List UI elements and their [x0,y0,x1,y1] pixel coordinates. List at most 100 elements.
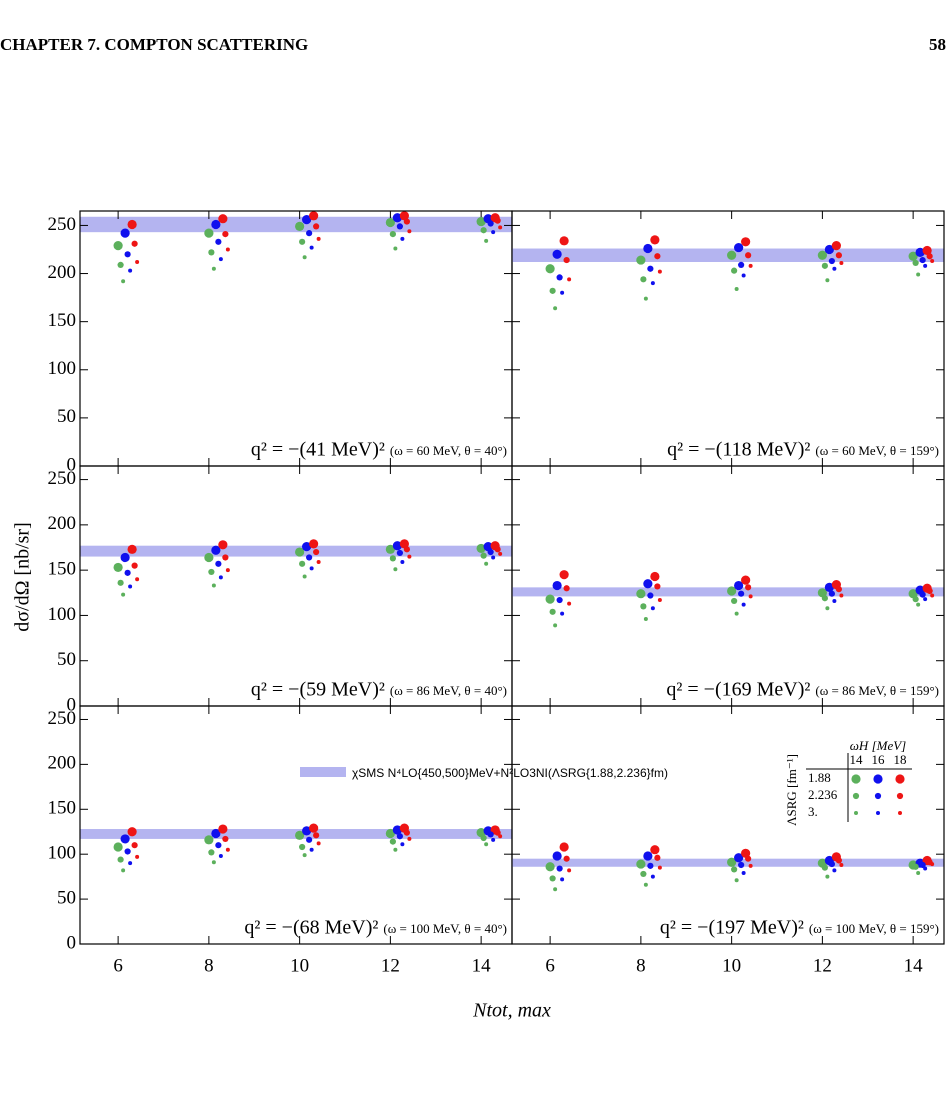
data-point [121,868,126,873]
data-point [480,552,487,559]
data-point [560,877,565,882]
data-point [484,842,489,847]
data-point [484,238,489,243]
data-point [309,823,319,833]
data-point [734,853,744,863]
y-tick-label: 250 [48,708,77,729]
data-point [302,255,307,260]
data-point [480,227,487,234]
y-tick-label: 0 [67,694,77,715]
data-point [552,249,562,259]
data-point [734,286,739,291]
data-point [563,585,570,592]
data-point [734,242,744,253]
data-point [498,225,503,230]
data-point [553,623,558,628]
data-point [302,215,312,225]
annotation: q² = −(169 MeV)² [666,679,810,701]
legend-marker [851,774,861,784]
legend-marker [895,774,905,784]
data-point [302,826,312,836]
data-point [549,608,556,615]
data-point [121,279,126,284]
data-point [650,845,660,855]
data-point [215,842,222,849]
data-point [916,871,921,876]
data-point [295,221,305,231]
data-point [727,250,737,260]
data-point [745,855,752,862]
data-point [824,582,834,592]
x-tick-label: 14 [472,955,492,976]
data-point [919,861,926,869]
data-point [211,860,216,865]
data-point [748,263,753,268]
data-point [545,594,555,604]
data-point [498,834,503,839]
data-point [563,256,570,264]
data-point [643,851,653,861]
data-point [385,828,395,839]
data-point [218,575,223,580]
panel-frame [79,705,513,945]
data-point [636,255,646,265]
data-point [643,617,648,622]
data-point [650,874,655,879]
data-point [127,544,137,554]
data-point [832,868,837,873]
data-point [131,240,138,247]
legend-marker [896,792,904,800]
data-point [915,247,925,257]
x-tick-label: 6 [113,955,123,976]
data-point [128,584,133,589]
data-point [650,571,660,582]
data-point [306,554,313,561]
data-point [839,260,844,265]
data-point [647,265,654,272]
data-point [640,870,647,878]
data-point [211,266,216,271]
data-point [835,586,842,593]
data-point [316,841,321,846]
data-point [218,214,228,224]
chapter-header: CHAPTER 7. COMPTON SCATTERING [0,35,308,54]
data-point [309,245,314,250]
data-point [839,593,844,598]
data-point [556,865,563,872]
data-point [835,857,842,864]
legend-row-title: ΛSRG [fm⁻¹] [784,754,799,826]
data-point [839,862,844,867]
y-tick-label: 150 [48,310,77,331]
data-point [727,586,737,596]
data-point [313,832,320,839]
data-point [128,268,133,273]
y-tick-label: 0 [67,932,77,953]
data-point [113,562,123,573]
data-point [127,219,137,230]
data-point [731,597,738,605]
legend-omega: 14 [850,752,864,767]
data-point [636,859,646,869]
data-point [552,851,562,861]
data-point [643,243,653,254]
data-point [407,836,412,841]
data-point [396,549,403,557]
data-point [748,863,753,868]
data-point [919,256,926,264]
legend-omega: 16 [872,752,886,767]
data-point [389,838,396,845]
data-point [222,230,229,238]
data-point [393,567,398,572]
data-point [316,236,321,241]
data-point [222,554,229,561]
data-point [545,264,555,274]
data-point [299,238,306,245]
data-point [135,577,140,582]
data-point [825,874,830,879]
data-point [407,554,412,559]
data-point [295,830,305,840]
data-point [745,252,752,259]
legend-marker [874,792,882,800]
y-axis-label: dσ/dΩ [nb/sr] [12,522,34,632]
